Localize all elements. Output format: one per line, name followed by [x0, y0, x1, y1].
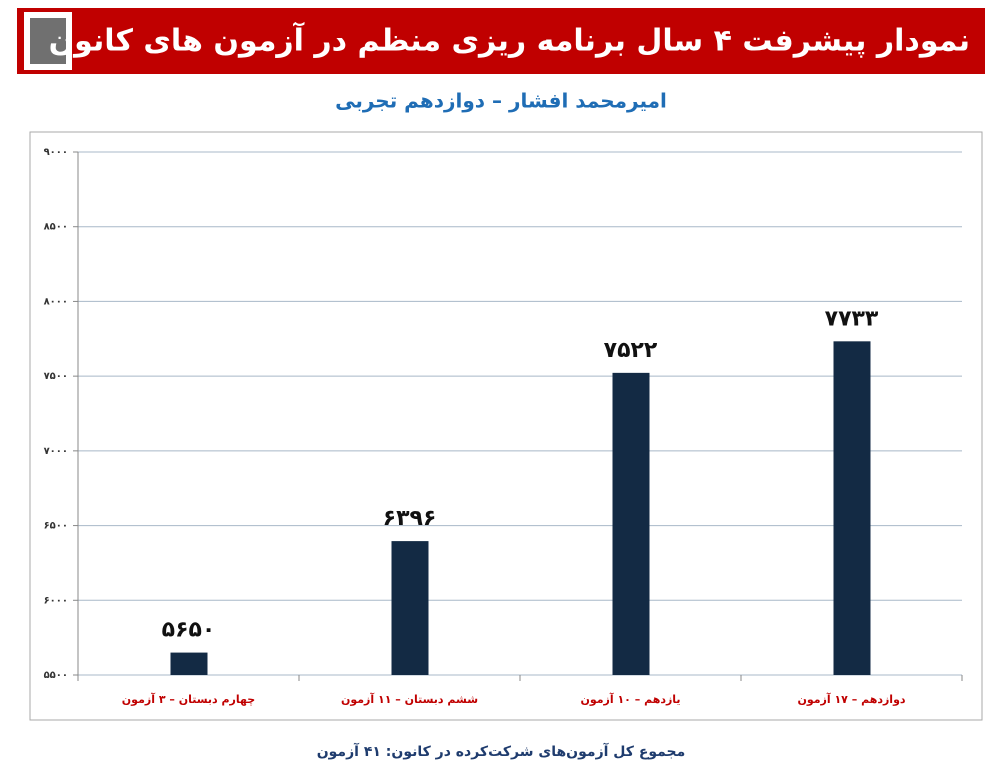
y-tick-label: ۷۵۰۰ — [44, 371, 68, 382]
bar — [612, 372, 650, 675]
chart-subtitle: امیرمحمد افشار – دوازدهم تجربی — [335, 89, 667, 113]
value-label: ۷۷۳۳ — [825, 306, 879, 331]
y-tick-label: ۵۵۰۰ — [44, 670, 68, 681]
header-bar — [17, 8, 985, 74]
value-label: ۷۵۲۲ — [604, 338, 658, 363]
x-tick-label: یازدهم – ۱۰ آزمون — [580, 692, 680, 706]
y-tick-label: ۸۰۰۰ — [44, 296, 68, 307]
footer-note: مجموع کل آزمون‌های شرکت‌کرده در کانون: ۴… — [317, 742, 686, 760]
x-tick-label: دوازدهم – ۱۷ آزمون — [797, 692, 905, 706]
y-tick-label: ۶۵۰۰ — [44, 521, 68, 532]
x-tick-label: ششم دبستان – ۱۱ آزمون — [341, 692, 478, 706]
value-label: ۶۳۹۶ — [383, 506, 437, 531]
chart-title: نمودار پیشرفت ۴ سال برنامه ریزی منظم در … — [49, 22, 970, 59]
y-tick-label: ۷۰۰۰ — [44, 446, 68, 457]
bar — [391, 541, 429, 675]
bar — [833, 341, 871, 675]
bar — [170, 652, 208, 675]
y-tick-label: ۶۰۰۰ — [44, 595, 68, 606]
x-tick-label: چهارم دبستان – ۳ آزمون — [122, 692, 255, 706]
value-label: ۵۶۵۰ — [162, 618, 216, 643]
y-tick-label: ۸۵۰۰ — [44, 222, 68, 233]
logo-figure — [30, 18, 66, 64]
y-tick-label: ۹۰۰۰ — [44, 147, 68, 158]
plot-frame — [29, 131, 983, 721]
